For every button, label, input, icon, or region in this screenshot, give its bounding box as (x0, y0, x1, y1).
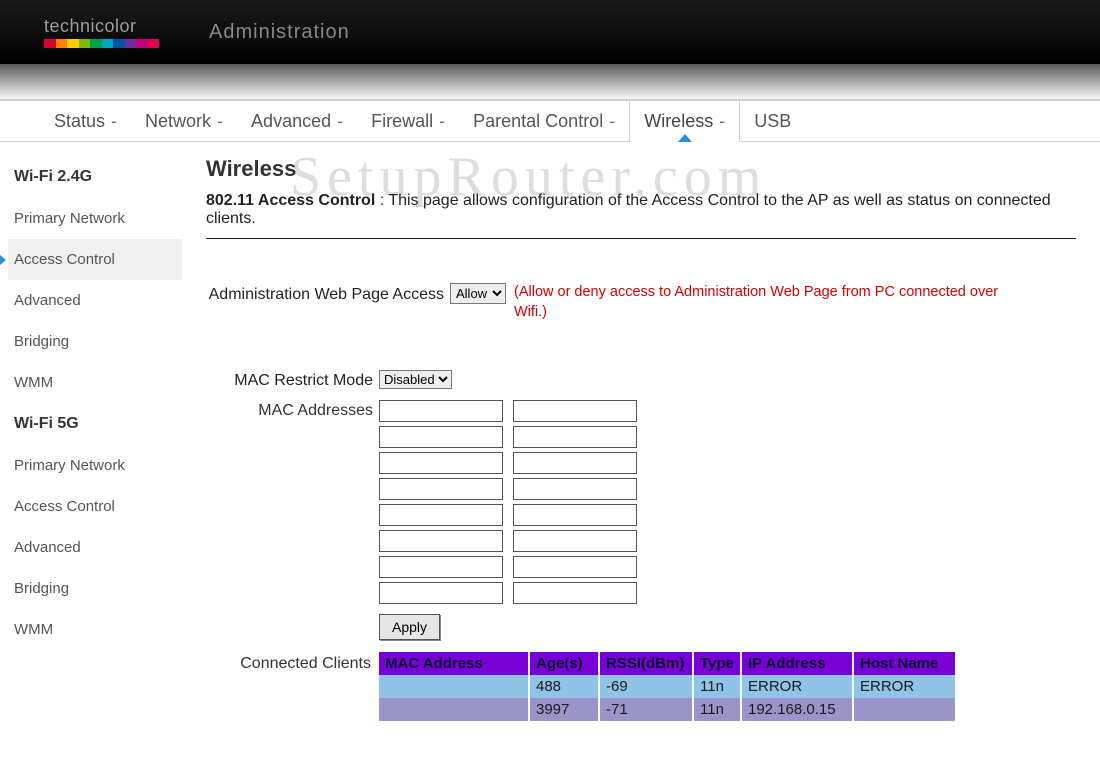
mac-restrict-label: MAC Restrict Mode (206, 370, 379, 390)
sidebar-item-bridging[interactable]: Bridging (8, 568, 182, 609)
dropdown-indicator-icon: - (609, 111, 615, 132)
mac-address-input[interactable] (513, 582, 637, 604)
sidebar-item-advanced[interactable]: Advanced (8, 280, 182, 321)
mac-address-input[interactable] (379, 452, 503, 474)
clients-cell-age: 3997 (529, 698, 599, 721)
dropdown-indicator-icon: - (439, 111, 445, 132)
admin-access-row: Administration Web Page Access Allow (Al… (206, 283, 1076, 322)
mac-address-input[interactable] (513, 530, 637, 552)
mac-restrict-row: MAC Restrict Mode Disabled (206, 370, 1076, 390)
sidebar-item-wmm[interactable]: WMM (8, 362, 182, 403)
dropdown-indicator-icon: - (337, 111, 343, 132)
brand-name: technicolor (44, 16, 159, 37)
clients-col-header: Host Name (853, 652, 955, 675)
mac-addresses-grid: Apply (379, 400, 637, 640)
clients-cell-ip: ERROR (741, 675, 853, 698)
sidebar-section-head: Wi-Fi 5G (8, 403, 182, 445)
sidebar-section-head: Wi-Fi 2.4G (8, 156, 182, 198)
clients-cell-type: 11n (693, 698, 741, 721)
clients-col-header: Age(s) (529, 652, 599, 675)
dropdown-indicator-icon: - (217, 111, 223, 132)
mac-address-input[interactable] (513, 452, 637, 474)
mac-address-input[interactable] (513, 504, 637, 526)
nav-tab-wireless[interactable]: Wireless- (629, 101, 740, 142)
connected-clients-table: MAC AddressAge(s)RSSI(dBm)TypeIP Address… (379, 652, 955, 721)
top-header: technicolor Administration (0, 0, 1100, 64)
sidebar-item-primary-network[interactable]: Primary Network (8, 198, 182, 239)
dropdown-indicator-icon: - (111, 111, 117, 132)
nav-tab-advanced[interactable]: Advanced- (237, 101, 357, 141)
intro-line: 802.11 Access Control : This page allows… (206, 192, 1076, 228)
apply-button[interactable]: Apply (379, 614, 440, 640)
mac-address-input[interactable] (513, 400, 637, 422)
clients-cell-rssi: -69 (599, 675, 693, 698)
mac-addresses-label: MAC Addresses (206, 400, 379, 640)
header-title: Administration (209, 21, 350, 44)
clients-col-header: MAC Address (379, 652, 529, 675)
dropdown-indicator-icon: - (719, 111, 725, 132)
sidebar-item-access-control[interactable]: Access Control (8, 486, 182, 527)
brand-color-strip (44, 39, 159, 48)
sidebar-item-wmm[interactable]: WMM (8, 609, 182, 650)
mac-address-input[interactable] (379, 478, 503, 500)
mac-address-input[interactable] (513, 478, 637, 500)
clients-cell-host (853, 698, 955, 721)
nav-tab-firewall[interactable]: Firewall- (357, 101, 459, 141)
clients-table-row: 488-6911nERRORERROR (379, 675, 955, 698)
admin-access-select[interactable]: Allow (450, 283, 506, 304)
mac-address-input[interactable] (379, 400, 503, 422)
brand-logo: technicolor (44, 16, 159, 48)
clients-cell-ip: 192.168.0.15 (741, 698, 853, 721)
mac-address-input[interactable] (379, 530, 503, 552)
page-title: Wireless (206, 156, 1076, 182)
main-nav: Status-Network-Advanced-Firewall-Parenta… (0, 100, 1100, 142)
clients-cell-type: 11n (693, 675, 741, 698)
intro-bold: 802.11 Access Control (206, 192, 375, 209)
sidebar: Wi-Fi 2.4GPrimary NetworkAccess ControlA… (0, 142, 182, 782)
clients-cell-rssi: -71 (599, 698, 693, 721)
nav-tab-parental-control[interactable]: Parental Control- (459, 101, 629, 141)
intro-sep: : (375, 192, 388, 209)
mac-address-input[interactable] (379, 582, 503, 604)
sidebar-item-primary-network[interactable]: Primary Network (8, 445, 182, 486)
admin-access-label: Administration Web Page Access (206, 283, 450, 304)
sidebar-item-access-control[interactable]: Access Control (8, 239, 182, 280)
nav-tab-usb[interactable]: USB (740, 101, 805, 141)
mac-address-input[interactable] (379, 504, 503, 526)
mac-address-input[interactable] (379, 426, 503, 448)
mac-restrict-select[interactable]: Disabled (379, 370, 452, 389)
mac-addresses-block: MAC Addresses Apply (206, 400, 1076, 640)
nav-tab-status[interactable]: Status- (40, 101, 131, 141)
clients-cell-mac (379, 698, 529, 721)
sidebar-item-advanced[interactable]: Advanced (8, 527, 182, 568)
content-area: Wireless 802.11 Access Control : This pa… (182, 142, 1100, 782)
divider (206, 238, 1076, 239)
clients-col-header: IP Address (741, 652, 853, 675)
mac-address-input[interactable] (379, 556, 503, 578)
connected-clients-block: Connected Clients MAC AddressAge(s)RSSI(… (206, 652, 1076, 721)
clients-cell-host: ERROR (853, 675, 955, 698)
clients-col-header: Type (693, 652, 741, 675)
header-gradient-band (0, 64, 1100, 100)
clients-cell-age: 488 (529, 675, 599, 698)
clients-cell-mac (379, 675, 529, 698)
admin-access-hint: (Allow or deny access to Administration … (514, 283, 1019, 322)
clients-table-row: 3997-7111n192.168.0.15 (379, 698, 955, 721)
mac-address-input[interactable] (513, 556, 637, 578)
connected-clients-label: Connected Clients (206, 652, 379, 673)
mac-address-input[interactable] (513, 426, 637, 448)
clients-col-header: RSSI(dBm) (599, 652, 693, 675)
sidebar-item-bridging[interactable]: Bridging (8, 321, 182, 362)
nav-tab-network[interactable]: Network- (131, 101, 237, 141)
